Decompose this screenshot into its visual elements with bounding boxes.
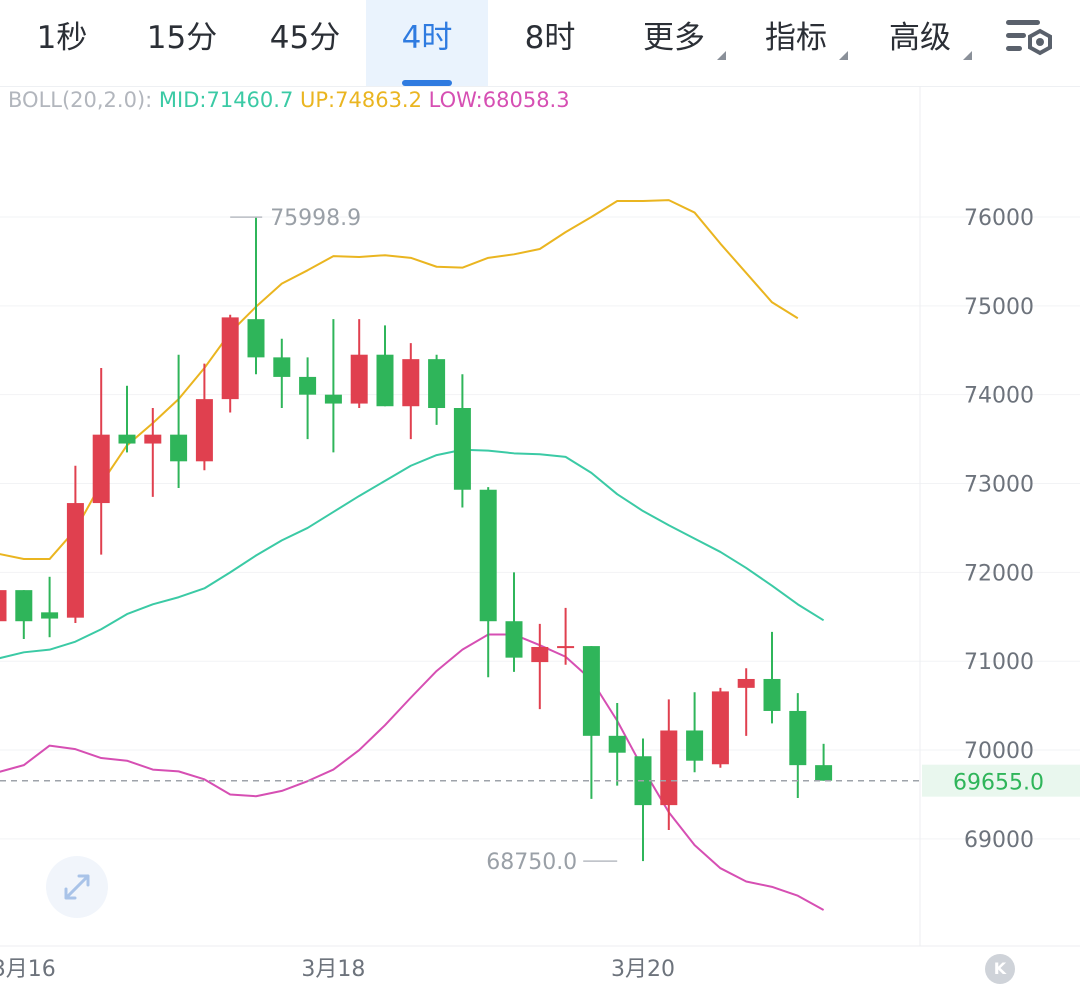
- candle-down: [299, 376, 317, 395]
- boll-low-line: [0, 633, 825, 911]
- tab-45m[interactable]: 45分: [246, 0, 364, 86]
- candle-up: [144, 434, 162, 444]
- candle-down: [763, 678, 781, 711]
- candle-down: [273, 357, 291, 377]
- tab-15m[interactable]: 15分: [124, 0, 240, 86]
- candle-down: [608, 735, 626, 753]
- boll-low-value: LOW:68058.3: [428, 88, 570, 112]
- tab-label: 高级: [889, 20, 951, 56]
- candle-up: [711, 691, 729, 765]
- y-tick-label: 75000: [964, 295, 1034, 320]
- last-price-label: 69655.0: [953, 771, 1044, 796]
- last-price-tag: [922, 764, 1080, 797]
- candle-down: [247, 319, 265, 358]
- timeframe-tabbar: 1秒 15分 45分 4时 8时 更多 指标 高级: [0, 0, 1080, 87]
- boll-mid-line: [0, 448, 825, 660]
- candle-down: [815, 765, 833, 781]
- candle-up: [221, 317, 239, 400]
- dropdown-triangle-icon: [839, 51, 848, 60]
- y-tick-label: 69000: [964, 828, 1034, 853]
- y-tick-label: 76000: [964, 206, 1034, 231]
- x-tick-label: 3月18: [301, 957, 365, 982]
- x-tick-label: 3月16: [0, 957, 56, 982]
- candle-down: [453, 408, 471, 490]
- boll-indicator-legend: BOLL(20,2.0): MID:71460.7 UP:74863.2 LOW…: [8, 88, 570, 112]
- tab-label: 4时: [401, 20, 453, 56]
- candle-up: [737, 678, 755, 688]
- chart-settings-icon[interactable]: [1000, 14, 1060, 68]
- tab-advanced[interactable]: 高级: [864, 0, 976, 86]
- high-marker-label: 75998.9: [270, 206, 361, 231]
- dropdown-triangle-icon: [963, 51, 972, 60]
- candle-up: [531, 646, 549, 663]
- y-tick-label: 74000: [964, 384, 1034, 409]
- expand-icon: [64, 874, 90, 900]
- tab-1s[interactable]: 1秒: [4, 0, 120, 86]
- tab-label: 45分: [269, 20, 341, 56]
- tab-4h[interactable]: 4时: [366, 0, 488, 86]
- y-tick-label: 71000: [964, 650, 1034, 675]
- candle-up: [402, 359, 420, 407]
- boll-mid-value: MID:71460.7: [158, 88, 294, 112]
- low-marker-label: 68750.0: [486, 850, 577, 875]
- candle-down: [324, 394, 342, 404]
- candle-up: [195, 399, 213, 462]
- tab-label: 15分: [146, 20, 218, 56]
- tab-label: 8时: [524, 20, 576, 56]
- boll-up-value: UP:74863.2: [300, 88, 422, 112]
- candle-down: [428, 359, 446, 409]
- x-tick-label: 3月20: [611, 957, 675, 982]
- y-tick-label: 73000: [964, 473, 1034, 498]
- candle-down: [505, 621, 523, 658]
- candle-down: [582, 646, 600, 736]
- candle-down: [479, 489, 497, 622]
- candle-down: [686, 730, 704, 761]
- y-tick-label: 72000: [964, 561, 1034, 586]
- candle-up: [0, 590, 7, 622]
- candle-down: [789, 710, 807, 766]
- dropdown-triangle-icon: [717, 51, 726, 60]
- tab-indicators[interactable]: 指标: [740, 0, 852, 86]
- boll-up-line: [0, 199, 799, 561]
- tab-label: 1秒: [36, 20, 88, 56]
- tab-label: 指标: [765, 20, 827, 56]
- candle-up: [557, 646, 575, 649]
- candle-up: [660, 730, 678, 806]
- expand-chart-button[interactable]: [46, 856, 108, 918]
- candle-down: [41, 612, 59, 619]
- candle-down: [170, 434, 188, 462]
- kline-switch-icon[interactable]: K: [985, 954, 1015, 984]
- y-tick-label: 70000: [964, 739, 1034, 764]
- candle-up: [66, 503, 84, 618]
- candle-up: [92, 434, 110, 504]
- boll-label: BOLL(20,2.0):: [8, 88, 153, 112]
- candle-down: [376, 354, 394, 407]
- candle-down: [118, 434, 136, 444]
- tab-more[interactable]: 更多: [618, 0, 730, 86]
- active-tab-underline: [402, 80, 452, 86]
- candle-down: [15, 590, 33, 622]
- tab-8h[interactable]: 8时: [490, 0, 610, 86]
- tab-label: 更多: [643, 20, 705, 56]
- candle-up: [350, 354, 368, 404]
